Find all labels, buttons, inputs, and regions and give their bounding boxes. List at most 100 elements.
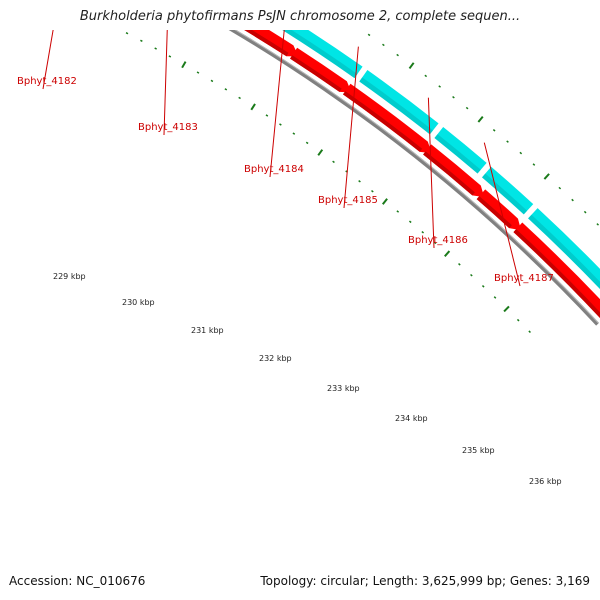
kbp-label: 234 kbp [395, 414, 428, 423]
tick-mark-major [381, 198, 388, 205]
tick-mark-major [338, 13, 342, 19]
tick-mark-major [477, 115, 484, 123]
tick-mark-minor [168, 55, 172, 58]
forward-cds-body [482, 166, 534, 215]
tick-mark-minor [196, 71, 200, 74]
reverse-cds-shade [423, 151, 475, 196]
tick-mark-major [111, 23, 114, 29]
tick-mark-minor [481, 285, 485, 288]
forward-cds-block [359, 70, 439, 135]
tick-mark-minor [465, 106, 469, 110]
tick-mark-minor [516, 318, 520, 322]
tick-mark-minor [140, 39, 143, 42]
reverse-cds-arrow [342, 83, 432, 154]
tick-mark-minor [433, 241, 437, 245]
tick-mark-major [250, 103, 256, 111]
kbp-label: 230 kbp [122, 298, 155, 307]
tick-mark-minor [69, 4, 70, 5]
gene-label-text: Bphyt_4185 [318, 195, 378, 206]
reverse-cds-shade [290, 55, 342, 92]
gene-callout: Bphyt_4182 [17, 30, 77, 90]
tick-mark-major [408, 62, 415, 70]
reverse-cds-shade [476, 196, 512, 229]
forward-cds-shade [482, 173, 528, 215]
reverse-cds-shade [108, 0, 199, 2]
tick-mark-minor [292, 132, 296, 135]
gene-label-text: Bphyt_4184 [244, 164, 304, 175]
tick-mark-minor [438, 85, 441, 88]
kbp-label: 231 kbp [191, 326, 224, 335]
tick-mark-minor [358, 180, 361, 183]
tick-mark-minor [421, 230, 425, 234]
tick-mark-minor [125, 32, 129, 35]
tick-mark-minor [532, 163, 536, 166]
tick-mark-minor [332, 160, 335, 164]
tick-mark-minor [238, 96, 241, 100]
accession-text: Accession: NC_010676 [9, 574, 146, 588]
tick-mark-minor [396, 53, 399, 57]
tick-mark-minor [458, 263, 461, 266]
tick-mark-major [317, 149, 324, 156]
gene-label-text: Bphyt_4183 [138, 122, 198, 133]
tick-mark-minor [452, 95, 455, 99]
kbp-label: 235 kbp [462, 446, 495, 455]
reverse-cds-shade [513, 229, 600, 319]
tick-mark-minor [583, 210, 587, 214]
callout-leader-line [269, 30, 285, 178]
callout-leader-line [343, 46, 359, 209]
reverse-cds-arrow [108, 0, 209, 2]
kbp-label: 236 kbp [529, 477, 562, 486]
gene-callouts: Bphyt_4182 Bphyt_4183 Bphyt_4184 Bphyt_4185… [17, 30, 554, 287]
reverse-cds-arrow [290, 47, 352, 93]
reverse-cds-body [290, 47, 352, 93]
kbp-label: 232 kbp [259, 354, 292, 363]
reverse-cds-body [244, 30, 299, 57]
tick-mark-minor [470, 273, 473, 277]
tick-mark-major [444, 250, 451, 257]
tick-mark-minor [371, 189, 374, 193]
tick-mark-minor [571, 198, 574, 202]
tick-mark-minor [408, 220, 412, 224]
tick-mark-minor [492, 129, 496, 132]
tick-mark-major [543, 173, 550, 180]
tick-mark-minor [265, 114, 269, 117]
tick-mark-minor [279, 123, 282, 126]
reverse-cds-body [476, 189, 522, 231]
tick-ring [69, 4, 600, 334]
reverse-cds-shade [244, 30, 289, 57]
tick-mark-major [503, 305, 510, 313]
forward-cds-block [434, 127, 487, 174]
forward-strand-track [282, 30, 600, 290]
reverse-cds-arrow [244, 30, 299, 57]
kbp-scale-labels: 229 kbp 230 kbp 231 kbp 232 kbp 233 kbp 234 k… [53, 272, 562, 486]
tick-mark-minor [382, 43, 385, 47]
tick-mark-minor [224, 88, 228, 91]
gene-label-text: Bphyt_4186 [408, 235, 468, 246]
tick-mark-minor [506, 140, 509, 143]
reverse-cds-body [423, 144, 485, 198]
forward-cds-shade [434, 134, 481, 174]
topology-summary: Topology: circular; Length: 3,625,999 bp… [260, 574, 590, 588]
tick-mark-minor [367, 33, 371, 37]
tick-mark-minor [210, 79, 214, 83]
tick-mark-minor [519, 151, 523, 155]
forward-cds-shade [359, 77, 433, 135]
tick-mark-minor [493, 296, 497, 299]
tick-mark-minor [396, 210, 400, 213]
forward-cds-body [434, 127, 487, 174]
gene-label-text: Bphyt_4187 [494, 273, 554, 284]
reverse-cds-arrow [476, 189, 522, 231]
gene-label-text: Bphyt_4182 [17, 76, 77, 87]
tick-mark-minor [98, 18, 99, 19]
gene-callout: Bphyt_4185 [318, 46, 378, 209]
tick-mark-minor [354, 24, 355, 25]
tick-mark-minor [558, 186, 562, 190]
reverse-cds-arrow [423, 144, 485, 198]
forward-cds-shade [528, 214, 600, 290]
gene-callout: Bphyt_4186 [408, 97, 468, 249]
tick-mark-minor [424, 74, 428, 78]
tick-mark-minor [528, 330, 531, 334]
tick-mark-major [181, 61, 187, 69]
